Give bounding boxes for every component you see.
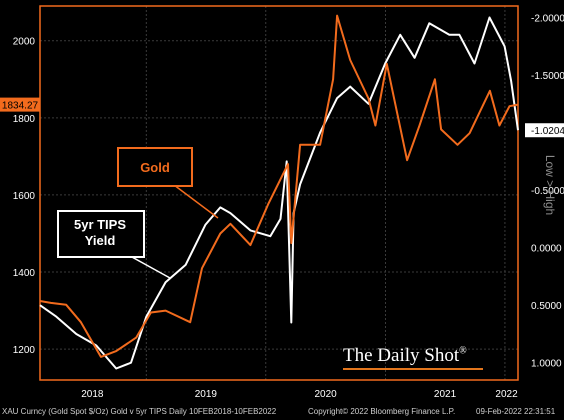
left-tick-label: 1400 <box>13 268 36 279</box>
left-tick-label: 1800 <box>13 114 36 125</box>
series-layer <box>39 14 519 370</box>
brand-underline <box>343 368 483 370</box>
tips-series-line <box>39 16 519 370</box>
left-tick-label: 1600 <box>13 191 36 202</box>
grid <box>40 6 518 380</box>
footer: XAU Curncy (Gold Spot $/Oz) Gold v 5yr T… <box>0 404 564 420</box>
gold-last-value-badge <box>0 97 40 112</box>
plot-frame <box>39 5 519 381</box>
chart: 2018 2019 2020 2021 2022 1200 1400 1600 1800 200… <box>0 5 564 400</box>
x-tick-label: 2020 <box>314 389 337 400</box>
tips-callout-label: 5yr TIPS <box>74 217 126 232</box>
left-tick-label: 1200 <box>13 345 36 356</box>
tips-callout-label: Yield <box>85 233 116 248</box>
x-tick-label: 2018 <box>81 389 104 400</box>
gold-callout-label: Gold <box>140 160 170 175</box>
gold-callout-box <box>117 147 193 187</box>
x-axis: 2018 2019 2020 2021 2022 <box>81 389 518 400</box>
right-tick-label: 0.0000 <box>531 244 562 255</box>
brand-logo: The Daily Shot® <box>343 345 467 367</box>
left-axis: 1200 1400 1600 1800 2000 <box>13 37 36 356</box>
right-axis-side-label: Low > High <box>543 155 557 215</box>
last-value-layer: 1834.27 -1.0204 <box>0 97 564 138</box>
right-tick-label: -1.5000 <box>531 71 564 82</box>
gold-last-value: 1834.27 <box>2 101 39 112</box>
tips-last-value-badge <box>525 123 564 138</box>
gold-callout-line <box>169 181 219 219</box>
right-tick-label: 1.0000 <box>531 359 562 370</box>
x-tick-label: 2019 <box>195 389 218 400</box>
gold-series-line <box>39 14 519 358</box>
footer-timestamp: 09-Feb-2022 22:31:51 <box>476 407 556 416</box>
x-tick-label: 2022 <box>495 389 518 400</box>
right-tick-label: 0.5000 <box>531 301 562 312</box>
left-tick-label: 2000 <box>13 37 36 48</box>
footer-copyright: Copyright© 2022 Bloomberg Finance L.P. <box>308 407 456 416</box>
tips-last-value: -1.0204 <box>531 126 564 137</box>
right-tick-label: -2.0000 <box>531 14 564 25</box>
brand-mark: ® <box>459 345 467 357</box>
tips-callout-box <box>57 210 145 258</box>
right-tick-label: -0.5000 <box>531 186 564 197</box>
footer-source: XAU Curncy (Gold Spot $/Oz) Gold v 5yr T… <box>2 407 277 416</box>
x-tick-label: 2021 <box>434 389 457 400</box>
brand-text: The Daily Shot <box>343 345 460 366</box>
